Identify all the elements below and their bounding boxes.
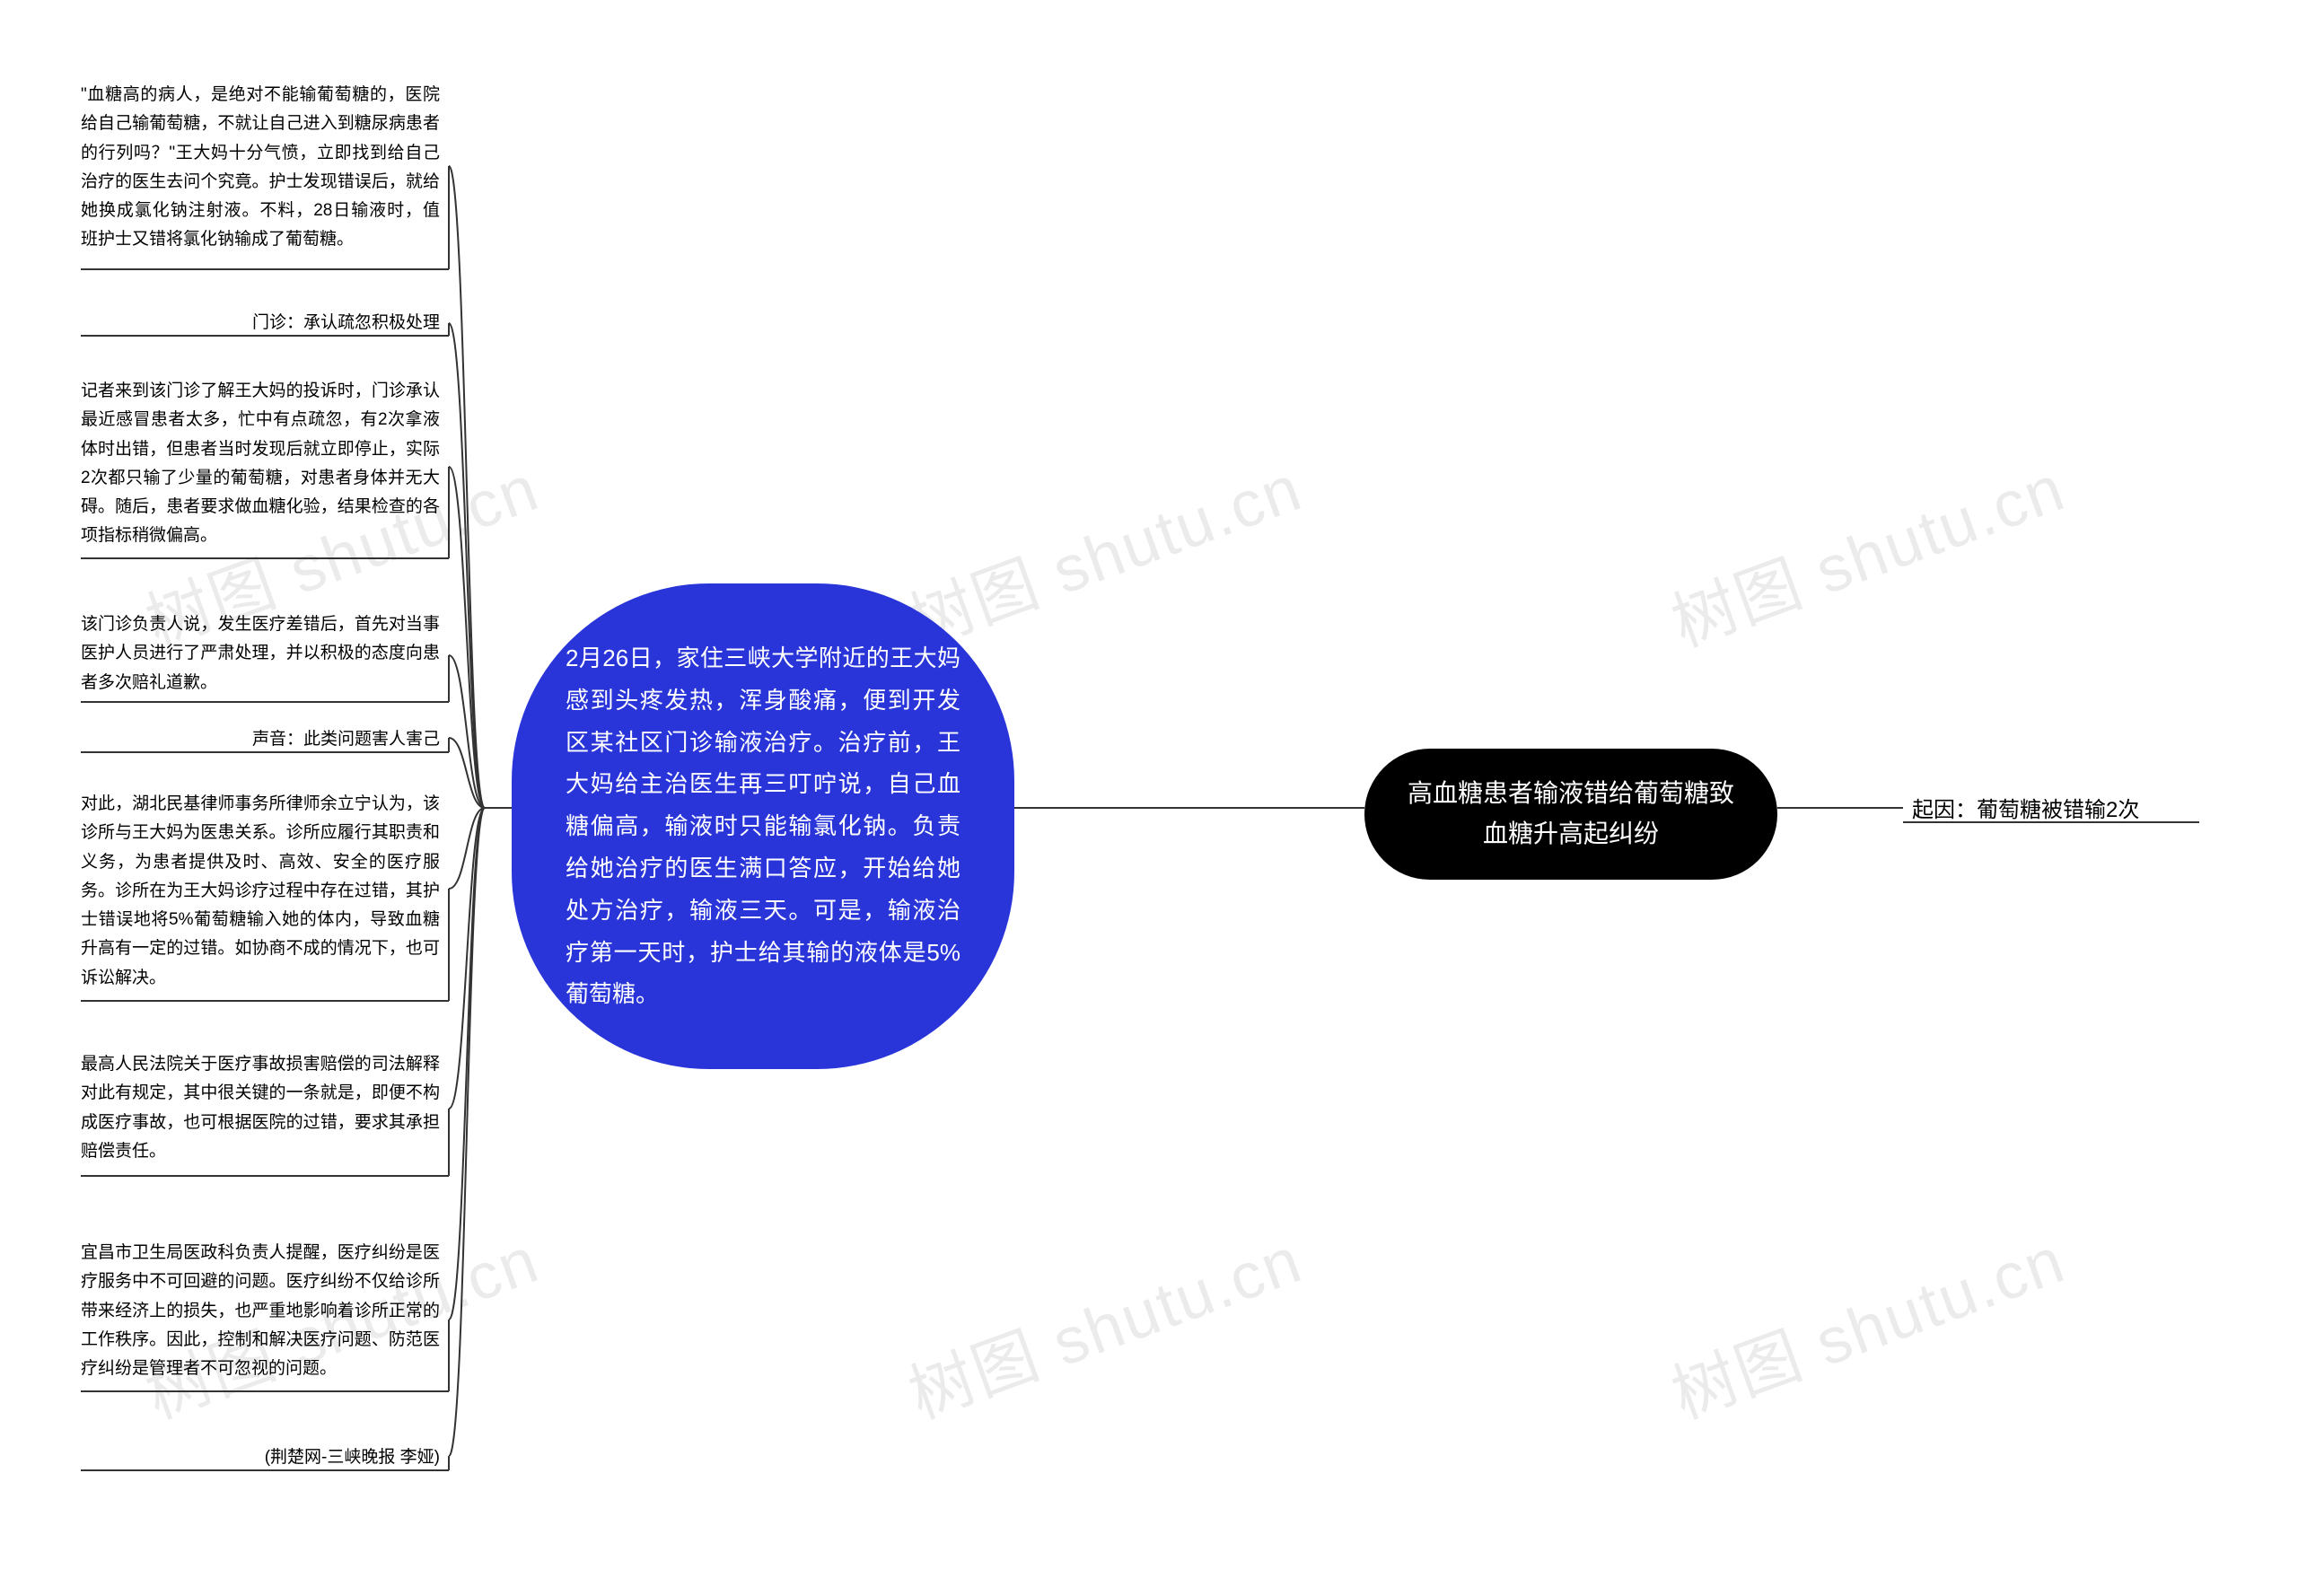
leaf-text: 门诊：承认疏忽积极处理	[252, 313, 440, 332]
cause-node[interactable]: 起因：葡萄糖被错输2次	[1912, 792, 2139, 823]
leaf-node[interactable]: 该门诊负责人说，发生医疗差错后，首先对当事医护人员进行了严肃处理，并以积极的态度…	[81, 610, 440, 697]
leaf-text: 最高人民法院关于医疗事故损害赔偿的司法解释对此有规定，其中很关键的一条就是，即便…	[81, 1055, 440, 1161]
mindmap-canvas: 树图 shutu.cn 树图 shutu.cn 树图 shutu.cn 树图 s…	[0, 0, 2298, 1596]
leaf-text: 宜昌市卫生局医政科负责人提醒，医疗纠纷是医疗服务中不可回避的问题。医疗纠纷不仅给…	[81, 1243, 440, 1378]
leaf-node[interactable]: 最高人民法院关于医疗事故损害赔偿的司法解释对此有规定，其中很关键的一条就是，即便…	[81, 1050, 440, 1166]
context-node[interactable]: 2月26日，家住三峡大学附近的王大妈感到头疼发热，浑身酸痛，便到开发区某社区门诊…	[512, 583, 1014, 1069]
watermark: 树图 shutu.cn	[1657, 1207, 2075, 1436]
watermark: 树图 shutu.cn	[1657, 435, 2075, 664]
leaf-text: 该门诊负责人说，发生医疗差错后，首先对当事医护人员进行了严肃处理，并以积极的态度…	[81, 615, 440, 692]
leaf-node[interactable]: 宜昌市卫生局医政科负责人提醒，医疗纠纷是医疗服务中不可回避的问题。医疗纠纷不仅给…	[81, 1239, 440, 1383]
leaf-text: "血糖高的病人，是绝对不能输葡萄糖的，医院给自己输葡萄糖，不就让自己进入到糖尿病…	[81, 85, 440, 249]
leaf-node[interactable]: 声音：此类问题害人害己	[81, 725, 440, 754]
leaf-text: (荆楚网-三峡晚报 李娅)	[265, 1448, 440, 1467]
watermark: 树图 shutu.cn	[894, 1207, 1312, 1436]
leaf-node[interactable]: "血糖高的病人，是绝对不能输葡萄糖的，医院给自己输葡萄糖，不就让自己进入到糖尿病…	[81, 81, 440, 255]
cause-text: 起因：葡萄糖被错输2次	[1912, 792, 2139, 823]
root-text: 高血糖患者输液错给葡萄糖致血糖升高起纠纷	[1408, 774, 1734, 855]
root-node[interactable]: 高血糖患者输液错给葡萄糖致血糖升高起纠纷	[1364, 749, 1777, 880]
leaf-text: 记者来到该门诊了解王大妈的投诉时，门诊承认最近感冒患者太多，忙中有点疏忽，有2次…	[81, 381, 440, 545]
watermark: 树图 shutu.cn	[894, 435, 1312, 664]
leaf-node[interactable]: 门诊：承认疏忽积极处理	[81, 309, 440, 338]
leaf-node[interactable]: 对此，湖北民基律师事务所律师余立宁认为，该诊所与王大妈为医患关系。诊所应履行其职…	[81, 790, 440, 993]
leaf-text: 声音：此类问题害人害己	[252, 730, 440, 749]
leaf-text: 对此，湖北民基律师事务所律师余立宁认为，该诊所与王大妈为医患关系。诊所应履行其职…	[81, 794, 440, 987]
leaf-node[interactable]: (荆楚网-三峡晚报 李娅)	[81, 1443, 440, 1472]
context-text: 2月26日，家住三峡大学附近的王大妈感到头疼发热，浑身酸痛，便到开发区某社区门诊…	[566, 637, 960, 1015]
leaf-node[interactable]: 记者来到该门诊了解王大妈的投诉时，门诊承认最近感冒患者太多，忙中有点疏忽，有2次…	[81, 377, 440, 551]
